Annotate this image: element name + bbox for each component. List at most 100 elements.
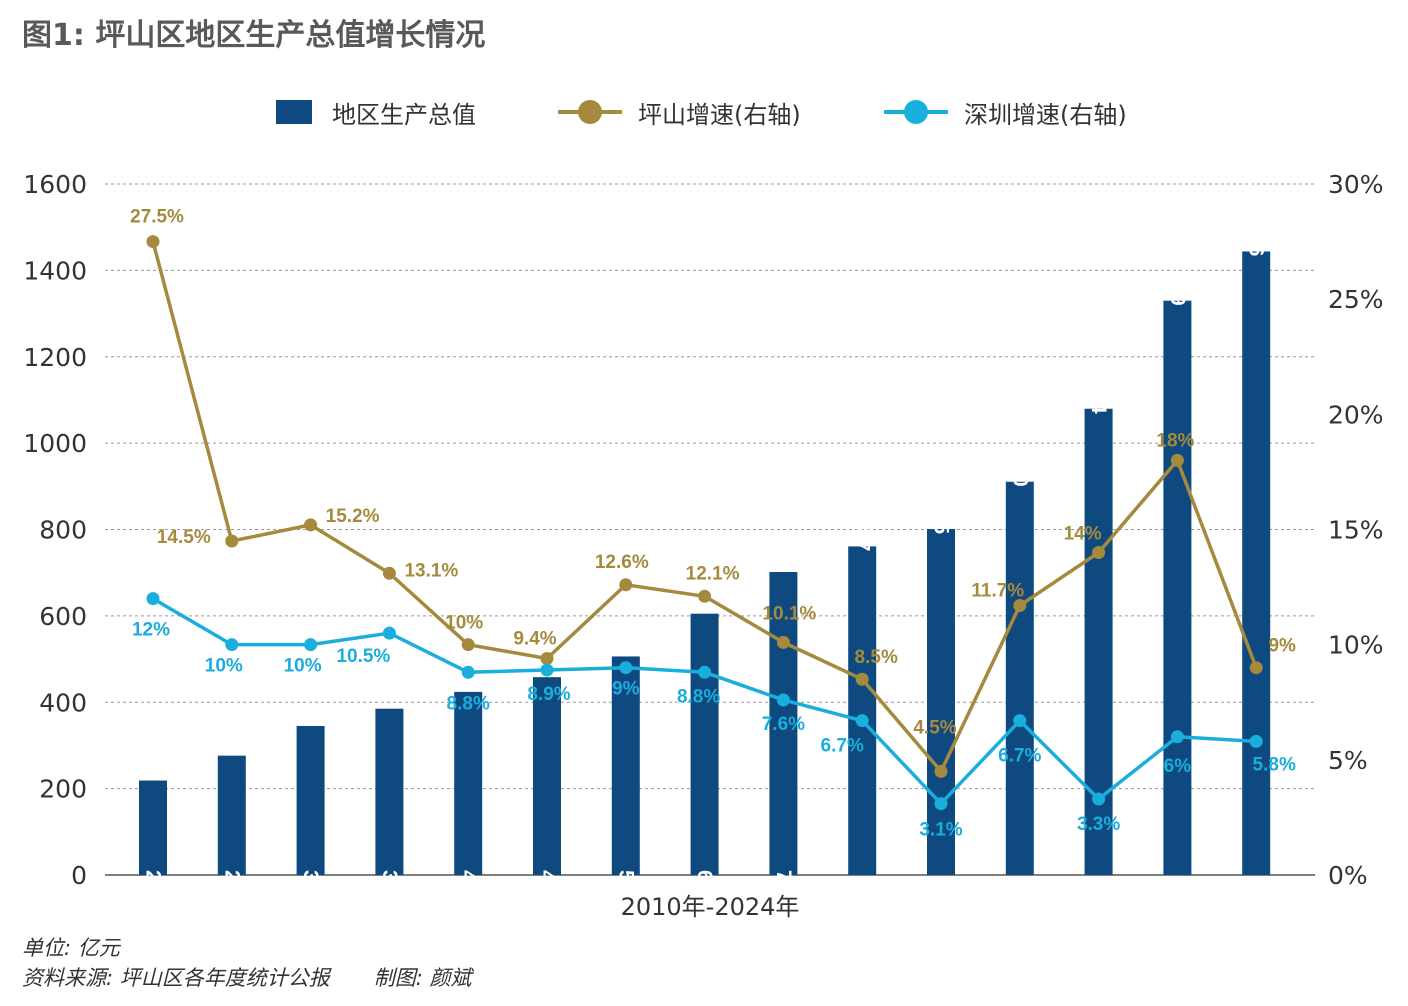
y-right-tick-label: 10% <box>1328 631 1384 660</box>
y-left-tick-label: 600 <box>39 602 87 631</box>
legend-swatch-gdp <box>276 100 312 124</box>
pingshan-data-label: 8.5% <box>855 647 898 668</box>
chart-legend: 地区生产总值 坪山增速(右轴) 深圳增速(右轴) <box>0 92 1408 132</box>
y-right-tick-label: 15% <box>1328 516 1384 545</box>
pingshan-data-label: 11.7% <box>971 581 1024 602</box>
y-right-tick-label: 5% <box>1328 746 1368 775</box>
pingshan-point <box>146 235 160 249</box>
pingshan-data-label: 18% <box>1156 430 1194 451</box>
pingshan-data-label: 12.1% <box>686 563 740 584</box>
shenzhen-point <box>304 638 318 652</box>
gdp-bar <box>1005 481 1034 875</box>
shenzhen-point <box>225 638 239 652</box>
gdp-bar-label: 1329.89 <box>1166 230 1189 306</box>
pingshan-point <box>1170 453 1184 467</box>
pingshan-data-label: 14.5% <box>157 527 211 548</box>
shenzhen-point <box>1170 730 1184 744</box>
pingshan-point <box>776 635 790 649</box>
shenzhen-data-label: 8.8% <box>677 686 720 707</box>
pingshan-point <box>855 672 869 686</box>
legend-label-shenzhen: 深圳增速(右轴) <box>964 100 1127 129</box>
gdp-bar-label: 276.33 <box>220 870 243 934</box>
pingshan-point <box>619 578 633 592</box>
legend-label-gdp: 地区生产总值 <box>332 100 476 129</box>
y-right-tick-label: 20% <box>1328 400 1384 429</box>
shenzhen-point <box>855 714 869 728</box>
shenzhen-data-label: 3.3% <box>1077 814 1120 835</box>
shenzhen-data-label: 8.9% <box>527 684 570 705</box>
x-axis-label: 2010年-2024年 <box>621 893 800 921</box>
legend-item-pingshan: 坪山增速(右轴) <box>558 92 801 132</box>
y-left-tick-label: 1400 <box>23 256 87 285</box>
gdp-bar-label: 506.05 <box>614 870 637 935</box>
unit-note: 单位: 亿元 <box>22 936 120 960</box>
y-right-tick-label: 0% <box>1328 861 1368 890</box>
shenzhen-data-label: 6.7% <box>821 736 864 757</box>
shenzhen-point <box>461 665 475 679</box>
source-text: 资料来源: 坪山区各年度统计公报 <box>22 966 330 990</box>
shenzhen-point <box>540 663 554 677</box>
shenzhen-data-label: 3.1% <box>919 820 962 841</box>
gdp-bar-label: 760.87 <box>851 487 874 551</box>
gdp-bar-label: 701.66 <box>772 870 795 934</box>
gdp-bar <box>217 755 246 875</box>
pingshan-data-label: 10% <box>445 613 483 634</box>
pingshan-point <box>304 518 318 532</box>
shenzhen-point <box>1249 734 1263 748</box>
gdp-bar-label: 1443.76 <box>1245 181 1268 257</box>
pingshan-point <box>1249 661 1263 675</box>
shenzhen-data-label: 10% <box>284 656 322 677</box>
gdp-bar-label: 345.10 <box>299 870 322 934</box>
shenzhen-data-label: 5.8% <box>1253 754 1296 775</box>
legend-item-shenzhen: 深圳增速(右轴) <box>884 92 1127 132</box>
y-left-tick-label: 1600 <box>23 170 87 199</box>
pingshan-point <box>461 638 475 652</box>
shenzhen-point <box>1092 792 1106 806</box>
shenzhen-data-label: 10.5% <box>336 646 390 667</box>
pingshan-point <box>225 534 239 548</box>
credit-text: 制图: 颜斌 <box>373 966 472 990</box>
y-left-tick-label: 400 <box>39 688 87 717</box>
chart-title: 图1: 坪山区地区生产总值增长情况 <box>22 18 486 53</box>
pingshan-point <box>698 589 712 603</box>
pingshan-data-label: 10.1% <box>762 603 816 624</box>
shenzhen-point <box>146 592 160 606</box>
legend-swatch-pingshan <box>558 100 622 124</box>
pingshan-data-label: 13.1% <box>404 560 458 581</box>
legend-item-gdp: 地区生产总值 <box>276 92 476 132</box>
legend-label-pingshan: 坪山增速(右轴) <box>638 100 801 129</box>
y-left-tick-label: 200 <box>39 775 87 804</box>
source-note: 资料来源: 坪山区各年度统计公报 制图: 颜斌 <box>22 962 472 992</box>
y-right-tick-label: 25% <box>1328 285 1384 314</box>
shenzhen-data-label: 6.7% <box>998 746 1041 767</box>
y-left-tick-label: 800 <box>39 516 87 545</box>
shenzhen-point <box>934 797 948 811</box>
pingshan-point <box>540 651 554 665</box>
gdp-bar-label: 605.06 <box>693 870 716 934</box>
gdp-bar-label: 1079.64 <box>1087 338 1110 414</box>
legend-swatch-shenzhen <box>884 100 948 124</box>
pingshan-data-label: 9.4% <box>513 628 556 649</box>
shenzhen-data-label: 8.8% <box>447 693 490 714</box>
gdp-bar <box>611 656 640 875</box>
gdp-bar <box>690 613 719 875</box>
gdp-bar <box>1242 251 1271 876</box>
pingshan-data-label: 14% <box>1064 524 1102 545</box>
shenzhen-point <box>382 626 396 640</box>
y-right-tick-label: 30% <box>1328 170 1384 199</box>
gdp-bar-label: 458.07 <box>536 870 559 934</box>
gdp-bar <box>769 571 798 875</box>
pingshan-point <box>934 764 948 778</box>
shenzhen-data-label: 10% <box>205 656 243 677</box>
shenzhen-data-label: 12% <box>132 620 170 641</box>
gdp-bar-label: 910.60 <box>1008 423 1031 487</box>
pingshan-data-label: 4.5% <box>913 717 956 738</box>
gdp-bar <box>139 780 167 875</box>
gdp-bar-label: 801.05 <box>930 470 953 535</box>
shenzhen-point <box>1013 714 1027 728</box>
shenzhen-point <box>698 665 712 679</box>
pingshan-point <box>382 566 396 580</box>
pingshan-data-label: 15.2% <box>326 506 380 527</box>
pingshan-data-label: 9% <box>1268 636 1296 657</box>
